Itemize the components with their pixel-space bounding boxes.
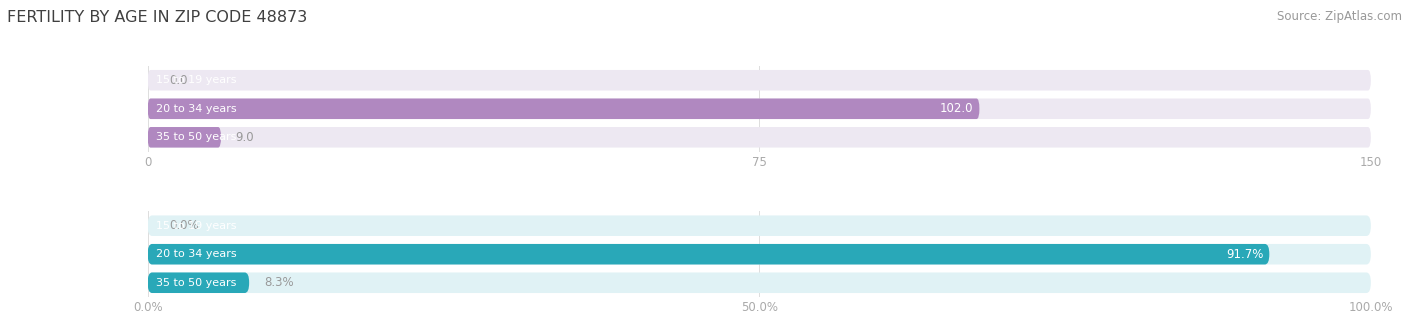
- Text: Source: ZipAtlas.com: Source: ZipAtlas.com: [1277, 10, 1402, 23]
- Text: 20 to 34 years: 20 to 34 years: [156, 249, 236, 259]
- Text: FERTILITY BY AGE IN ZIP CODE 48873: FERTILITY BY AGE IN ZIP CODE 48873: [7, 10, 308, 25]
- Text: 0.0: 0.0: [170, 74, 188, 87]
- FancyBboxPatch shape: [148, 127, 1371, 148]
- Text: 91.7%: 91.7%: [1226, 248, 1263, 261]
- Text: 20 to 34 years: 20 to 34 years: [156, 104, 236, 114]
- FancyBboxPatch shape: [148, 244, 1270, 264]
- FancyBboxPatch shape: [148, 244, 1371, 264]
- Text: 35 to 50 years: 35 to 50 years: [156, 278, 236, 288]
- FancyBboxPatch shape: [148, 127, 221, 148]
- FancyBboxPatch shape: [148, 99, 980, 119]
- FancyBboxPatch shape: [148, 273, 1371, 293]
- Text: 102.0: 102.0: [939, 102, 973, 115]
- Text: 15 to 19 years: 15 to 19 years: [156, 75, 236, 85]
- FancyBboxPatch shape: [148, 215, 1371, 236]
- FancyBboxPatch shape: [148, 70, 1371, 90]
- Text: 35 to 50 years: 35 to 50 years: [156, 132, 236, 142]
- Text: 9.0: 9.0: [236, 131, 254, 144]
- Text: 8.3%: 8.3%: [264, 276, 294, 289]
- FancyBboxPatch shape: [148, 273, 249, 293]
- FancyBboxPatch shape: [148, 99, 1371, 119]
- Text: 0.0%: 0.0%: [170, 219, 200, 232]
- Text: 15 to 19 years: 15 to 19 years: [156, 221, 236, 231]
